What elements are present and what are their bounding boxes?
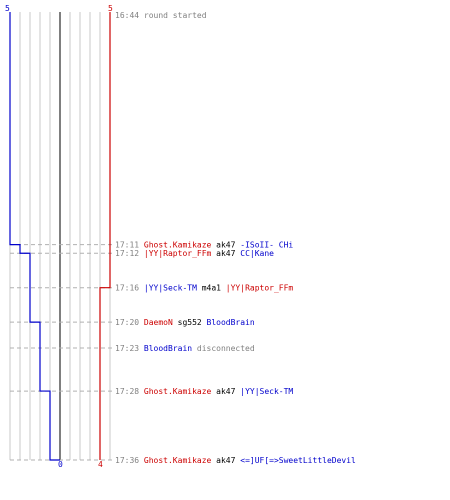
- event-part: DaemoN: [144, 318, 178, 327]
- event-part: |YY|Raptor_FFm: [226, 284, 294, 293]
- event-part: m4a1: [202, 284, 226, 293]
- event-part: <=]UF[=>SweetLittleDevil: [240, 456, 356, 465]
- blue-start-count: 5: [5, 4, 10, 13]
- event-time: 17:23: [115, 344, 144, 353]
- event-line: 17:28 Ghost.Kamikaze ak47 |YY|Seck-TM: [115, 387, 293, 396]
- event-part: BloodBrain: [144, 344, 197, 353]
- event-time: 16:44: [115, 11, 144, 20]
- event-line: 17:16 |YY|Seck-TM m4a1 |YY|Raptor_FFm: [115, 284, 293, 293]
- event-time: 17:11: [115, 241, 144, 250]
- event-time: 17:16: [115, 284, 144, 293]
- event-line: 17:11 Ghost.Kamikaze ak47 -ISoII- CHi: [115, 241, 293, 250]
- red-start-count: 5: [108, 4, 113, 13]
- blue-end-count: 0: [58, 460, 63, 469]
- event-part: ak47: [216, 241, 240, 250]
- red-end-count: 4: [98, 460, 103, 469]
- event-part: |YY|Seck-TM: [144, 284, 202, 293]
- event-part: round started: [144, 11, 207, 20]
- red-team-count-line: [99, 12, 111, 460]
- event-line: 17:36 Ghost.Kamikaze ak47 <=]UF[=>SweetL…: [115, 456, 356, 465]
- event-line: 17:23 BloodBrain disconnected: [115, 344, 255, 353]
- event-line: 16:44 round started: [115, 11, 207, 20]
- event-part: Ghost.Kamikaze: [144, 241, 216, 250]
- event-time: 17:36: [115, 456, 144, 465]
- event-part: Ghost.Kamikaze: [144, 387, 216, 396]
- event-part: |YY|Seck-TM: [240, 387, 293, 396]
- event-part: disconnected: [197, 344, 255, 353]
- event-part: Ghost.Kamikaze: [144, 456, 216, 465]
- event-part: CC|Kane: [240, 249, 274, 258]
- event-part: ak47: [216, 249, 240, 258]
- event-part: -ISoII- CHi: [240, 241, 293, 250]
- event-part: ak47: [216, 456, 240, 465]
- blue-team-count-line: [9, 12, 60, 461]
- event-time: 17:20: [115, 318, 144, 327]
- event-time: 17:28: [115, 387, 144, 396]
- event-part: sg552: [178, 318, 207, 327]
- event-line: 17:20 DaemoN sg552 BloodBrain: [115, 318, 255, 327]
- event-line: 17:12 |YY|Raptor_FFm ak47 CC|Kane: [115, 249, 274, 258]
- event-part: BloodBrain: [207, 318, 255, 327]
- event-time: 17:12: [115, 249, 144, 258]
- event-part: |YY|Raptor_FFm: [144, 249, 216, 258]
- event-part: ak47: [216, 387, 240, 396]
